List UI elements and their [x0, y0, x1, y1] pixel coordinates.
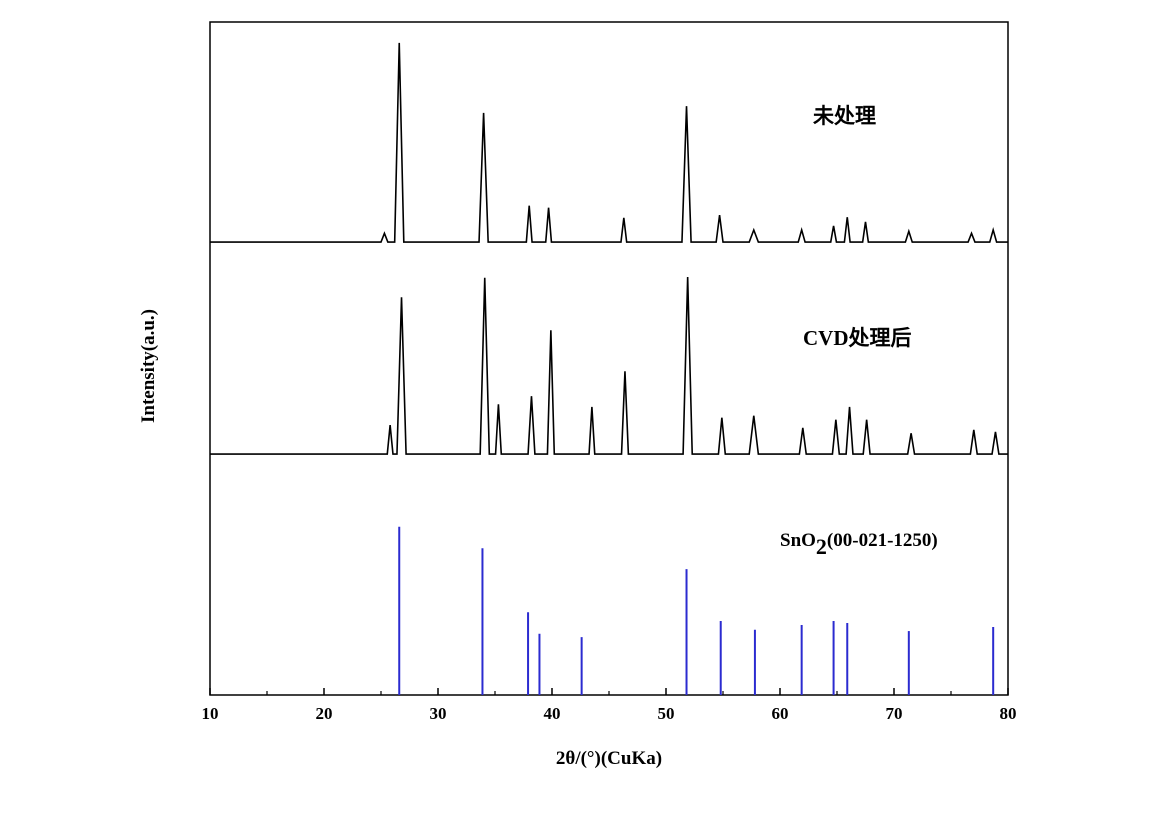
x-tick-label: 50 — [658, 704, 675, 723]
annotation: CVD处理后 — [803, 326, 912, 350]
x-axis-label: 2θ/(°)(CuKa) — [556, 748, 662, 769]
annotation-part: (00-021-1250) — [827, 530, 938, 551]
x-tick-label: 40 — [544, 704, 561, 723]
annotation: SnO2(00-021-1250) — [780, 530, 938, 559]
x-tick-label: 20 — [316, 704, 333, 723]
annotation-subscript: 2 — [816, 534, 827, 559]
x-tick-label: 80 — [1000, 704, 1017, 723]
x-tick-label: 70 — [886, 704, 903, 723]
x-tick-label: 60 — [772, 704, 789, 723]
x-tick-label: 10 — [202, 704, 219, 723]
y-axis-label: Intensity(a.u.) — [138, 309, 159, 423]
annotation: 未处理 — [813, 104, 876, 128]
annotation-part: SnO — [780, 530, 816, 551]
plot-frame — [209, 21, 1009, 696]
xrd-curve — [210, 42, 1008, 243]
xrd-curve — [210, 277, 1008, 455]
x-tick-label: 30 — [430, 704, 447, 723]
